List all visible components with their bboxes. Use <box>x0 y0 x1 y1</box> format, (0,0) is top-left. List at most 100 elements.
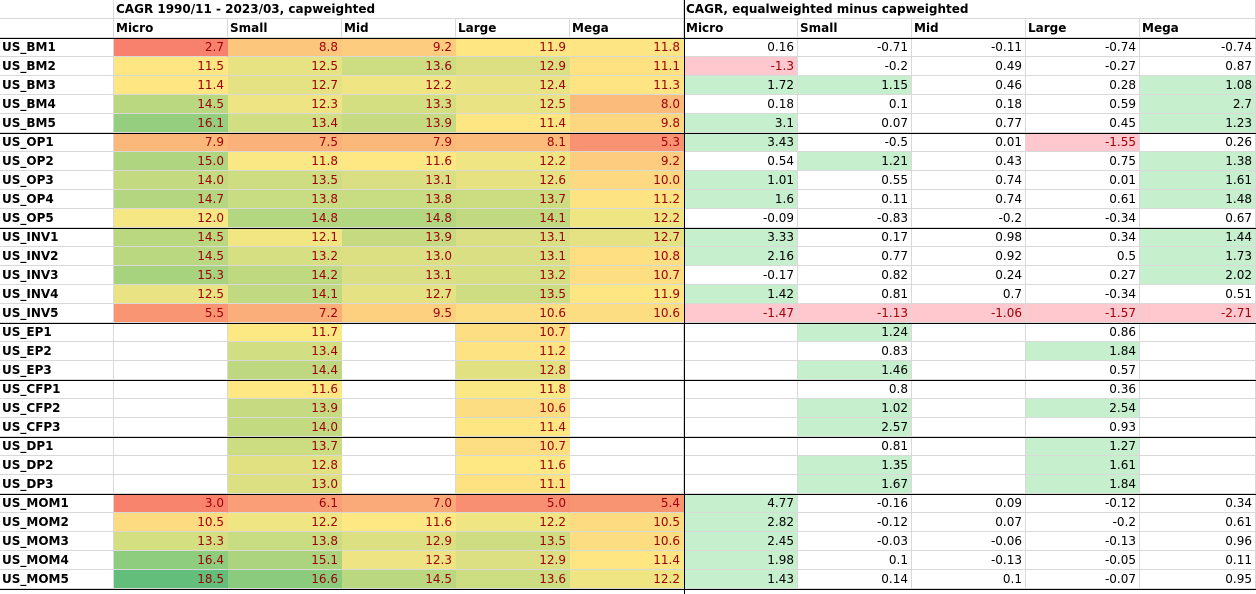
row-label[interactable]: US_CFP2 <box>0 399 114 418</box>
eq-value-cell[interactable]: -0.74 <box>1140 38 1256 57</box>
cap-value-cell[interactable]: 13.8 <box>342 190 456 209</box>
eq-value-cell[interactable]: 1.08 <box>1140 76 1256 95</box>
cap-value-cell[interactable]: 11.4 <box>456 418 570 437</box>
eq-value-cell[interactable]: 0.93 <box>1026 418 1140 437</box>
eq-value-cell[interactable] <box>684 418 798 437</box>
cap-value-cell[interactable]: 13.7 <box>228 437 342 456</box>
eq-value-cell[interactable] <box>1140 399 1256 418</box>
eq-value-cell[interactable] <box>684 475 798 494</box>
cap-value-cell[interactable]: 16.1 <box>114 114 228 133</box>
eq-value-cell[interactable]: 0.87 <box>1140 57 1256 76</box>
eq-value-cell[interactable]: 0.59 <box>1026 95 1140 114</box>
cap-value-cell[interactable]: 13.0 <box>342 247 456 266</box>
cap-value-cell[interactable]: 13.8 <box>228 532 342 551</box>
cap-value-cell[interactable]: 10.6 <box>570 304 684 323</box>
eq-value-cell[interactable]: 1.42 <box>684 285 798 304</box>
eq-value-cell[interactable]: 0.7 <box>912 285 1026 304</box>
cap-value-cell[interactable]: 12.2 <box>228 513 342 532</box>
row-label[interactable]: US_BM1 <box>0 38 114 57</box>
cap-value-cell[interactable] <box>114 323 228 342</box>
row-label[interactable]: US_INV1 <box>0 228 114 247</box>
eq-value-cell[interactable]: 1.27 <box>1026 437 1140 456</box>
cap-value-cell[interactable]: 18.5 <box>114 570 228 589</box>
cap-value-cell[interactable] <box>342 456 456 475</box>
eq-col-header-large[interactable]: Large <box>1026 19 1140 38</box>
cap-value-cell[interactable]: 16.4 <box>114 551 228 570</box>
eq-value-cell[interactable]: -0.83 <box>798 209 912 228</box>
cap-value-cell[interactable] <box>342 475 456 494</box>
cap-value-cell[interactable] <box>114 342 228 361</box>
cap-value-cell[interactable]: 16.6 <box>228 570 342 589</box>
eq-value-cell[interactable]: -0.27 <box>1026 57 1140 76</box>
eq-value-cell[interactable]: 1.48 <box>1140 190 1256 209</box>
cap-value-cell[interactable]: 7.9 <box>114 133 228 152</box>
eq-value-cell[interactable]: 0.11 <box>798 190 912 209</box>
cap-value-cell[interactable]: 14.8 <box>342 209 456 228</box>
eq-value-cell[interactable]: 0.1 <box>912 570 1026 589</box>
cap-value-cell[interactable] <box>570 399 684 418</box>
eq-value-cell[interactable] <box>912 456 1026 475</box>
eq-value-cell[interactable]: -0.2 <box>798 57 912 76</box>
cap-value-cell[interactable]: 7.9 <box>342 133 456 152</box>
eq-value-cell[interactable]: 2.02 <box>1140 266 1256 285</box>
cap-value-cell[interactable]: 11.7 <box>228 323 342 342</box>
cap-value-cell[interactable]: 11.5 <box>114 57 228 76</box>
eq-value-cell[interactable]: 3.1 <box>684 114 798 133</box>
eq-value-cell[interactable]: 0.14 <box>798 570 912 589</box>
cap-value-cell[interactable]: 3.0 <box>114 494 228 513</box>
row-label[interactable]: US_INV2 <box>0 247 114 266</box>
cap-value-cell[interactable]: 12.2 <box>570 209 684 228</box>
cap-value-cell[interactable]: 13.9 <box>342 228 456 247</box>
cap-value-cell[interactable]: 14.4 <box>228 361 342 380</box>
eq-value-cell[interactable]: 0.45 <box>1026 114 1140 133</box>
eq-value-cell[interactable] <box>1140 456 1256 475</box>
cap-value-cell[interactable]: 12.4 <box>456 76 570 95</box>
eq-value-cell[interactable]: 1.15 <box>798 76 912 95</box>
eq-value-cell[interactable]: 0.75 <box>1026 152 1140 171</box>
cap-value-cell[interactable]: 11.9 <box>570 285 684 304</box>
cap-value-cell[interactable] <box>114 380 228 399</box>
cap-value-cell[interactable]: 10.7 <box>570 266 684 285</box>
eq-value-cell[interactable]: 1.02 <box>798 399 912 418</box>
eq-value-cell[interactable] <box>1140 323 1256 342</box>
eq-value-cell[interactable]: 1.01 <box>684 171 798 190</box>
eq-value-cell[interactable]: 1.84 <box>1026 342 1140 361</box>
cap-value-cell[interactable]: 9.2 <box>342 38 456 57</box>
eq-value-cell[interactable]: 0.01 <box>912 133 1026 152</box>
cap-value-cell[interactable]: 12.0 <box>114 209 228 228</box>
cap-value-cell[interactable]: 12.9 <box>456 57 570 76</box>
cap-value-cell[interactable]: 10.5 <box>114 513 228 532</box>
eq-value-cell[interactable] <box>912 323 1026 342</box>
eq-value-cell[interactable]: -0.71 <box>798 38 912 57</box>
eq-value-cell[interactable] <box>1140 342 1256 361</box>
eq-value-cell[interactable]: 4.77 <box>684 494 798 513</box>
eq-value-cell[interactable]: 0.43 <box>912 152 1026 171</box>
eq-value-cell[interactable]: 1.35 <box>798 456 912 475</box>
cap-value-cell[interactable]: 15.3 <box>114 266 228 285</box>
eq-value-cell[interactable]: -1.06 <box>912 304 1026 323</box>
eq-value-cell[interactable]: 1.43 <box>684 570 798 589</box>
cap-value-cell[interactable]: 10.7 <box>456 437 570 456</box>
eq-col-header-small[interactable]: Small <box>798 19 912 38</box>
cap-value-cell[interactable]: 13.0 <box>228 475 342 494</box>
cap-col-header-micro[interactable]: Micro <box>114 19 228 38</box>
cap-value-cell[interactable]: 12.2 <box>342 76 456 95</box>
cap-value-cell[interactable]: 11.8 <box>228 152 342 171</box>
cap-value-cell[interactable]: 13.9 <box>228 399 342 418</box>
cap-value-cell[interactable]: 13.1 <box>342 266 456 285</box>
cap-col-header-mega[interactable]: Mega <box>570 19 684 38</box>
cap-value-cell[interactable]: 12.6 <box>456 171 570 190</box>
eq-value-cell[interactable]: 2.7 <box>1140 95 1256 114</box>
eq-value-cell[interactable]: 0.95 <box>1140 570 1256 589</box>
eq-value-cell[interactable]: 0.46 <box>912 76 1026 95</box>
cap-value-cell[interactable]: 12.8 <box>228 456 342 475</box>
cap-value-cell[interactable]: 7.5 <box>228 133 342 152</box>
cap-value-cell[interactable]: 14.2 <box>228 266 342 285</box>
eq-value-cell[interactable]: 0.27 <box>1026 266 1140 285</box>
cap-value-cell[interactable]: 11.1 <box>456 475 570 494</box>
row-label[interactable]: US_MOM3 <box>0 532 114 551</box>
cap-value-cell[interactable]: 14.5 <box>114 95 228 114</box>
eq-value-cell[interactable] <box>912 342 1026 361</box>
eq-value-cell[interactable]: 0.51 <box>1140 285 1256 304</box>
cap-value-cell[interactable]: 14.8 <box>228 209 342 228</box>
